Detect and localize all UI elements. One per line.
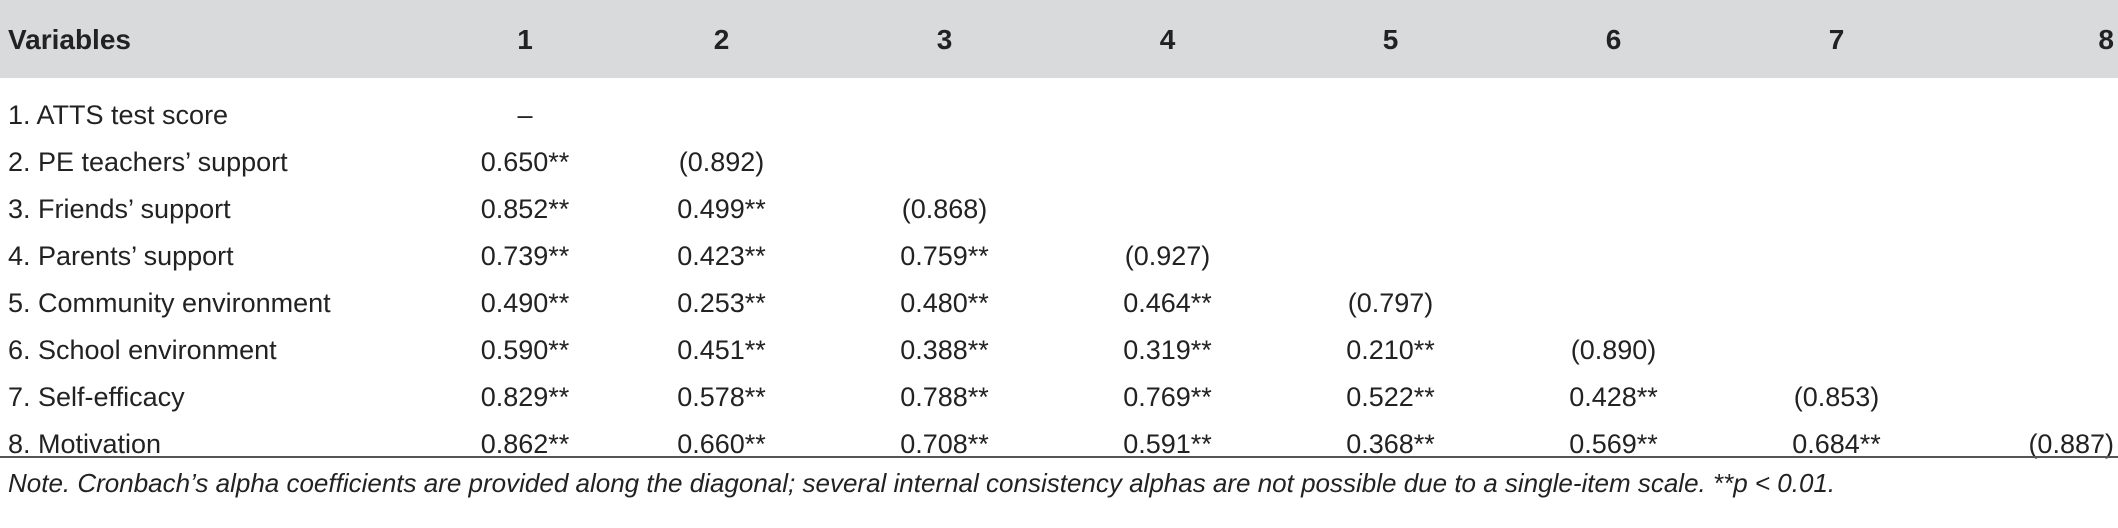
table-cell: 0.569**	[1569, 429, 1658, 459]
table-cell	[1502, 92, 1725, 139]
table-cell	[1948, 327, 2118, 374]
table-cell: 0.210**	[1346, 335, 1435, 365]
table-cell: (0.868)	[901, 194, 988, 224]
row-label: 5. Community environment	[8, 288, 331, 318]
table-cell	[1948, 92, 2118, 139]
row-label: 2. PE teachers’ support	[8, 147, 288, 177]
table-cell: 0.708**	[900, 429, 989, 459]
table-cell	[1948, 139, 2118, 186]
table-cell: 0.759**	[900, 241, 989, 271]
header-col-7: 7	[1828, 24, 1845, 55]
table-cell	[833, 92, 1056, 139]
header-col-3: 3	[936, 24, 953, 55]
table-cell	[1948, 374, 2118, 421]
table-cell	[1502, 280, 1725, 327]
table-cell	[1725, 233, 1948, 280]
table-cell: 0.650**	[480, 147, 570, 177]
header-col-2: 2	[713, 24, 730, 55]
table-cell: 0.319**	[1123, 335, 1212, 365]
table-cell: 0.480**	[900, 288, 989, 318]
table-cell	[1948, 186, 2118, 233]
table-cell	[1725, 92, 1948, 139]
table-grid: Variables 1 2 3 4 5 6 7 8 1. ATTS test score – 2. P…	[8, 24, 2118, 459]
table-cell: (0.853)	[1793, 382, 1880, 412]
table-cell	[1725, 139, 1948, 186]
header-col-6: 6	[1605, 24, 1622, 55]
table-cell	[1948, 280, 2118, 327]
table-cell: (0.892)	[678, 147, 765, 177]
table-cell: 0.464**	[1123, 288, 1212, 318]
table-cell	[1502, 186, 1725, 233]
table-cell	[1279, 233, 1502, 280]
table-cell: (0.890)	[1570, 335, 1657, 365]
header-col-1: 1	[517, 24, 533, 55]
table-cell	[1948, 233, 2118, 280]
table-note: Note. Cronbach’s alpha coefficients are …	[8, 468, 1836, 498]
table-cell	[1056, 139, 1279, 186]
row-label: 3. Friends’ support	[8, 194, 231, 224]
table-cell: 0.852**	[480, 194, 570, 224]
table-cell: 0.739**	[480, 241, 570, 271]
table-cell	[1056, 186, 1279, 233]
table-cell: 0.862**	[480, 429, 570, 459]
table-cell: 0.684**	[1792, 429, 1881, 459]
table-cell: 0.428**	[1569, 382, 1658, 412]
row-label: 8. Motivation	[8, 429, 162, 459]
header-variables: Variables	[8, 24, 131, 55]
table-cell	[1725, 186, 1948, 233]
table-cell	[1279, 139, 1502, 186]
row-label: 1. ATTS test score	[8, 100, 229, 130]
table-cell: (0.797)	[1347, 288, 1434, 318]
table-cell: 0.490**	[480, 288, 570, 318]
table-cell: 0.788**	[900, 382, 989, 412]
row-label: 6. School environment	[8, 335, 277, 365]
table-cell	[1725, 327, 1948, 374]
table-cell: 0.423**	[677, 241, 766, 271]
table-cell: 0.578**	[677, 382, 766, 412]
table-cell: (0.927)	[1124, 241, 1211, 271]
table-cell: 0.769**	[1123, 382, 1212, 412]
table-cell: 0.829**	[480, 382, 570, 412]
table-cell	[1502, 139, 1725, 186]
table-cell	[1056, 92, 1279, 139]
table-cell: 0.253**	[677, 288, 766, 318]
row-label: 7. Self-efficacy	[8, 382, 185, 412]
table-cell	[1502, 233, 1725, 280]
table-cell	[610, 92, 833, 139]
header-col-5: 5	[1382, 24, 1399, 55]
table-bottom-rule	[0, 456, 2118, 458]
header-col-8: 8	[2098, 24, 2114, 55]
table-cell	[1279, 186, 1502, 233]
table-cell: 0.499**	[677, 194, 766, 224]
row-label: 4. Parents’ support	[8, 241, 234, 271]
table-cell: 0.660**	[677, 429, 766, 459]
table-cell: 0.522**	[1346, 382, 1435, 412]
table-cell: 0.368**	[1346, 429, 1435, 459]
table-cell: 0.591**	[1123, 429, 1212, 459]
table-cell	[1279, 92, 1502, 139]
table-cell: –	[517, 100, 533, 130]
table-cell: 0.451**	[677, 335, 766, 365]
header-col-4: 4	[1159, 24, 1176, 55]
table-cell	[833, 139, 1056, 186]
table-cell: 0.590**	[480, 335, 570, 365]
table-cell: 0.388**	[900, 335, 989, 365]
table-cell: (0.887)	[2028, 429, 2114, 459]
table-cell	[1725, 280, 1948, 327]
table-header-band	[0, 0, 2118, 78]
